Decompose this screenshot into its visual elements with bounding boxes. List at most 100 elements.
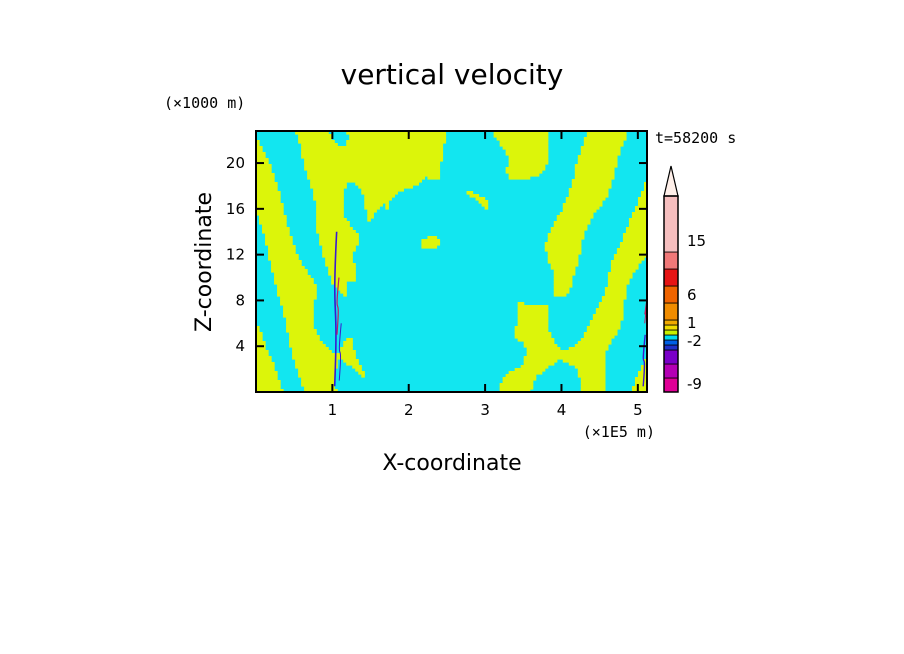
colorbar-band — [663, 349, 679, 365]
positive-velocity-region — [505, 149, 549, 153]
positive-velocity-region — [622, 239, 647, 243]
positive-velocity-region — [304, 389, 338, 392]
positive-velocity-region — [346, 131, 447, 135]
positive-velocity-region — [301, 149, 444, 153]
strong-downdraft-streak — [333, 231, 338, 387]
positive-velocity-region — [607, 272, 633, 276]
y-axis-title: Z-coordinate — [192, 192, 217, 332]
positive-velocity-region — [553, 221, 591, 225]
positive-velocity-region — [265, 242, 293, 246]
positive-velocity-region — [610, 263, 639, 267]
positive-velocity-region — [583, 332, 618, 336]
positive-velocity-region — [292, 356, 356, 360]
positive-velocity-region — [319, 233, 359, 237]
positive-velocity-region — [547, 254, 579, 258]
positive-velocity-region — [256, 197, 281, 201]
positive-velocity-region — [547, 236, 585, 240]
positive-velocity-region — [256, 176, 275, 180]
colorbar-level-label: 15 — [687, 232, 706, 250]
positive-velocity-region — [304, 164, 441, 168]
colorbar-level-label: -2 — [687, 332, 702, 350]
positive-velocity-region — [292, 350, 332, 354]
positive-velocity-region — [565, 197, 606, 201]
positive-velocity-region — [283, 311, 314, 315]
positive-velocity-region — [622, 233, 647, 237]
colorbar-band — [663, 285, 679, 304]
positive-velocity-region — [493, 131, 549, 135]
positive-velocity-region — [286, 317, 314, 321]
positive-velocity-region — [499, 389, 531, 392]
positive-velocity-region — [613, 257, 645, 261]
positive-velocity-region — [262, 224, 287, 228]
positive-velocity-region — [268, 254, 299, 258]
positive-velocity-region — [262, 227, 290, 231]
y-tick-label: 20 — [226, 154, 245, 172]
positive-velocity-region — [634, 377, 647, 381]
positive-velocity-region — [517, 314, 549, 318]
positive-velocity-region — [577, 341, 612, 345]
positive-velocity-region — [295, 131, 329, 135]
positive-velocity-region — [271, 263, 302, 267]
positive-velocity-region — [634, 206, 647, 210]
positive-velocity-region — [307, 173, 441, 177]
positive-velocity-region — [274, 281, 314, 285]
positive-velocity-region — [304, 161, 441, 165]
positive-velocity-region — [256, 383, 281, 387]
positive-velocity-region — [298, 368, 335, 372]
positive-velocity-region — [580, 338, 612, 342]
positive-velocity-region — [544, 248, 582, 252]
positive-velocity-region — [256, 173, 275, 177]
positive-velocity-region — [256, 347, 266, 351]
colorbar-extend-arrow — [663, 165, 679, 197]
positive-velocity-region — [643, 188, 647, 192]
positive-velocity-region — [259, 218, 287, 222]
positive-velocity-region — [322, 251, 353, 255]
positive-velocity-region — [574, 176, 615, 180]
positive-velocity-region — [298, 371, 335, 375]
colorbar-band — [663, 363, 679, 379]
positive-velocity-region — [256, 155, 266, 159]
x-tick-label: 1 — [328, 401, 338, 419]
positive-velocity-region — [307, 176, 426, 180]
strong-updraft-streak — [644, 300, 647, 324]
positive-velocity-region — [484, 206, 489, 210]
positive-velocity-region — [340, 347, 353, 351]
positive-velocity-region — [553, 224, 588, 228]
positive-velocity-region — [256, 335, 263, 339]
positive-velocity-region — [631, 212, 647, 216]
positive-velocity-region — [352, 365, 362, 369]
positive-velocity-region — [562, 203, 603, 207]
positive-velocity-region — [313, 194, 344, 198]
positive-velocity-region — [574, 173, 615, 177]
positive-velocity-region — [295, 362, 338, 366]
colorbar-frame — [663, 195, 679, 393]
positive-velocity-region — [256, 194, 281, 198]
positive-velocity-region — [256, 149, 263, 153]
positive-velocity-region — [583, 137, 627, 141]
positive-velocity-region — [547, 239, 582, 243]
colorbar-band — [663, 339, 679, 346]
positive-velocity-region — [514, 332, 552, 336]
positive-velocity-region — [607, 275, 633, 279]
positive-velocity-region — [619, 245, 647, 249]
positive-velocity-region — [361, 191, 398, 195]
positive-velocity-region — [256, 206, 284, 210]
x-tick-label: 3 — [480, 401, 490, 419]
positive-velocity-region — [316, 218, 347, 222]
positive-velocity-region — [562, 206, 600, 210]
positive-velocity-region — [514, 326, 549, 330]
positive-velocity-region — [289, 338, 320, 342]
positive-velocity-region — [283, 308, 314, 312]
positive-velocity-region — [550, 266, 576, 270]
positive-velocity-region — [628, 218, 647, 222]
positive-velocity-region — [601, 299, 624, 303]
positive-velocity-region — [586, 131, 627, 135]
positive-velocity-region — [367, 215, 374, 219]
positive-velocity-region — [256, 167, 272, 171]
positive-velocity-region — [502, 377, 537, 381]
positive-velocity-region — [310, 179, 423, 183]
positive-velocity-region — [367, 209, 377, 213]
positive-velocity-region — [577, 371, 606, 375]
positive-velocity-region — [265, 236, 293, 240]
positive-velocity-region — [574, 170, 615, 174]
